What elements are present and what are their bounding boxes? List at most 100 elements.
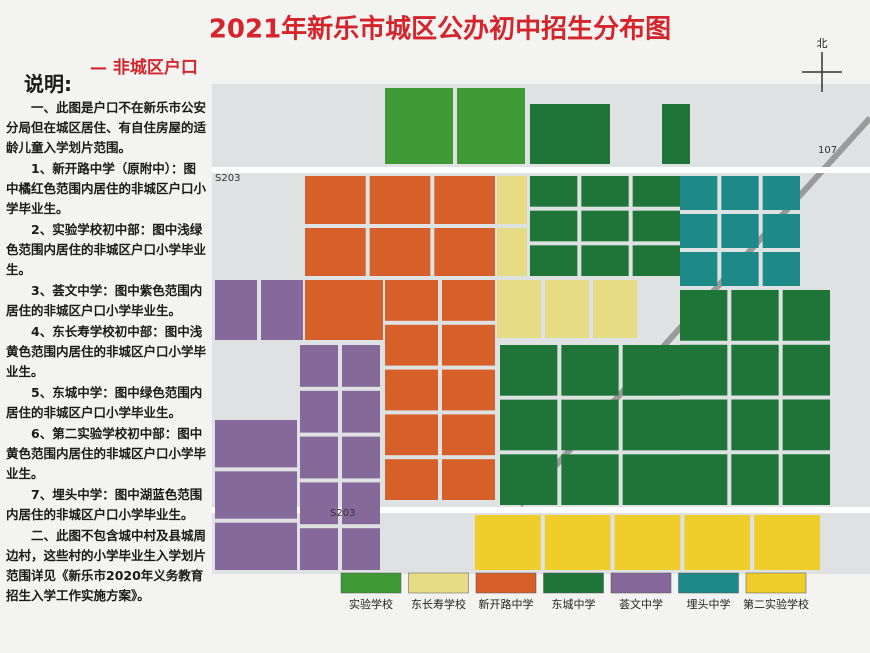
legend-swatch — [408, 572, 469, 594]
note-item: 3、荟文中学：图中紫色范围内居住的非城区户口小学毕业生。 — [6, 283, 203, 318]
district-block — [680, 290, 728, 341]
legend-label: 新开路中学 — [479, 597, 534, 611]
district-block — [593, 280, 637, 338]
district-block — [680, 399, 728, 451]
district-block — [762, 214, 800, 248]
district-block — [731, 344, 779, 396]
district-block — [561, 454, 619, 505]
note-item: 2、实验学校初中部：图中浅绿色范围内居住的非城区户口小学毕业生。 — [6, 222, 207, 277]
subtitle: — 非城区户口 — [90, 57, 198, 78]
district-block — [561, 345, 619, 396]
district-block — [622, 399, 680, 451]
district-block — [300, 390, 338, 433]
district-block — [457, 88, 525, 164]
district-block — [442, 369, 495, 411]
district-block — [215, 471, 297, 519]
district-block — [632, 176, 680, 207]
district-block — [442, 324, 495, 366]
district-block — [762, 176, 800, 210]
district-block — [614, 515, 681, 570]
district-block — [305, 176, 366, 224]
legend-swatch — [340, 572, 402, 594]
district-block — [385, 88, 453, 164]
road-label: S203 — [330, 508, 355, 519]
road-label: 107 — [818, 145, 837, 156]
note-item: 4、东长寿学校初中部：图中浅黄色范围内居住的非城区户口小学毕业生。 — [6, 324, 207, 379]
legend-label: 东长寿学校 — [411, 597, 466, 611]
district-block — [300, 345, 338, 387]
legend-swatch — [543, 572, 604, 594]
note-item: 7、埋头中学：图中湖蓝色范围内居住的非城区户口小学毕业生。 — [6, 487, 203, 522]
district-block — [762, 252, 800, 286]
district-block — [782, 290, 830, 341]
notes-heading: 说明: — [24, 72, 72, 96]
district-block — [680, 252, 718, 286]
legend-label: 第二实验学校 — [743, 597, 809, 611]
legend-label: 荟文中学 — [619, 597, 663, 611]
district-block — [731, 454, 779, 505]
district-block — [442, 414, 495, 456]
district-block — [385, 459, 438, 500]
district-block — [530, 104, 610, 164]
district-block — [300, 436, 338, 479]
notes: 说明: 一、此图是户口不在新乐市公安分局但在城区居住、有自住房屋的适龄儿童入学划… — [6, 70, 208, 607]
district-block — [385, 414, 438, 456]
district-block — [680, 176, 718, 210]
district-block — [300, 482, 338, 525]
district-block — [305, 280, 383, 340]
district-block — [544, 515, 611, 570]
legend-swatch — [475, 572, 537, 594]
district-block — [497, 176, 527, 224]
district-block — [342, 528, 380, 570]
district-block — [680, 454, 728, 505]
district-block — [500, 454, 558, 505]
note-item: 二、此图不包含城中村及县城周边村，这些村的小学毕业生入学划片范围详见《新乐市20… — [6, 528, 207, 603]
district-block — [721, 252, 759, 286]
district-block — [215, 522, 297, 570]
district-block — [530, 210, 578, 242]
district-block — [731, 290, 779, 341]
district-block — [500, 399, 558, 451]
district-block — [731, 399, 779, 451]
compass-label: 北 — [817, 37, 828, 50]
district-block — [662, 104, 690, 164]
district-block — [581, 210, 629, 242]
district-block — [500, 345, 558, 396]
district-block — [215, 420, 297, 468]
note-item: 1、新开路中学（原附中）：图中橘红色范围内居住的非城区户口小学毕业生。 — [6, 161, 207, 216]
note-item: 5、东城中学：图中绿色范围内居住的非城区户口小学毕业生。 — [6, 385, 203, 420]
district-block — [782, 454, 830, 505]
district-block — [754, 515, 820, 570]
district-block — [442, 280, 495, 321]
title: 2021年新乐市城区公办初中招生分布图 — [209, 14, 671, 45]
district-block — [497, 228, 527, 276]
district-block — [721, 176, 759, 210]
district-block — [369, 228, 431, 276]
district-block — [632, 210, 680, 242]
district-block — [632, 245, 680, 276]
legend-label: 实验学校 — [349, 597, 393, 611]
district-block — [497, 280, 541, 338]
district-block — [680, 344, 728, 396]
district-block — [530, 245, 578, 276]
district-block — [385, 324, 438, 366]
district-block — [215, 280, 257, 340]
legend-label: 埋头中学 — [687, 597, 731, 611]
legend: 实验学校 东长寿学校 新开路中学 东城中学 荟文中学 埋头中学 第二实验学校 — [340, 572, 809, 611]
district-block — [369, 176, 431, 224]
district-block — [300, 528, 338, 570]
legend-label: 东城中学 — [552, 597, 596, 611]
district-block — [545, 280, 589, 338]
district-block — [684, 515, 751, 570]
district-block — [561, 399, 619, 451]
district-block — [475, 515, 541, 570]
compass — [802, 52, 842, 92]
legend-swatch — [678, 572, 739, 594]
district-block — [305, 228, 366, 276]
district-block — [342, 345, 380, 387]
district-block — [622, 454, 680, 505]
district-block — [782, 344, 830, 396]
district-block — [721, 214, 759, 248]
